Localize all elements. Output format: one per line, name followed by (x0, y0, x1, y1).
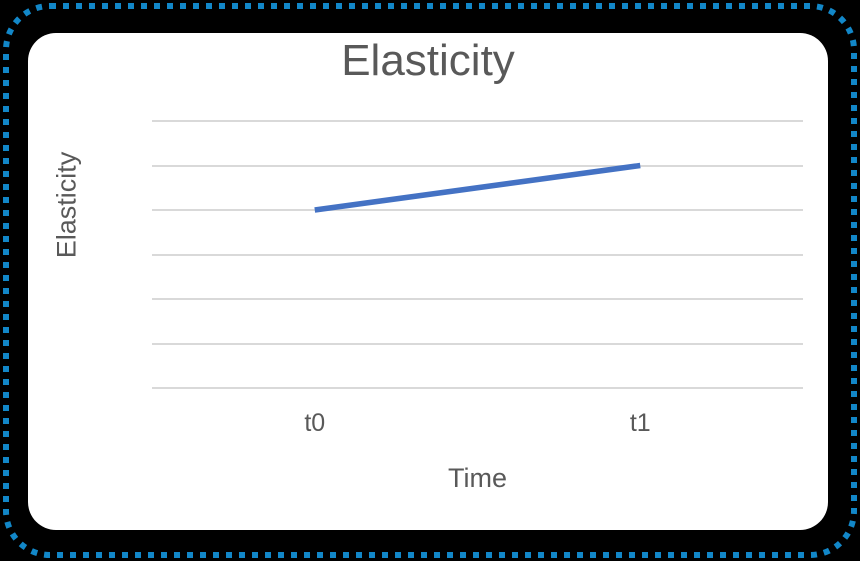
x-axis-label: Time (448, 463, 507, 493)
dotted-border-rect (3, 3, 857, 558)
line-series-svg (314, 162, 641, 213)
plot-area (152, 120, 803, 389)
y-axis-label: Elasticity (51, 151, 82, 259)
gridline (152, 209, 803, 211)
gridline (152, 164, 803, 167)
elasticity-data-line (314, 162, 641, 213)
chart-card: Elasticity Elasticity t0 t1 Time (28, 33, 828, 530)
chart-title: Elasticity (341, 36, 515, 85)
x-tick-label: t0 (304, 409, 326, 437)
gridline (152, 387, 803, 389)
gridline (152, 120, 803, 122)
x-tick-label: t1 (629, 409, 651, 437)
gridline (152, 298, 803, 300)
gridline (152, 253, 803, 256)
x-tick-labels-row: t0 t1 (152, 409, 803, 441)
gridline (152, 342, 803, 345)
